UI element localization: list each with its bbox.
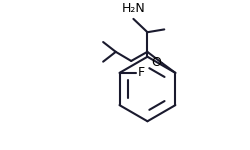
Text: O: O <box>151 56 161 69</box>
Text: F: F <box>138 66 145 79</box>
Text: H₂N: H₂N <box>122 2 145 15</box>
